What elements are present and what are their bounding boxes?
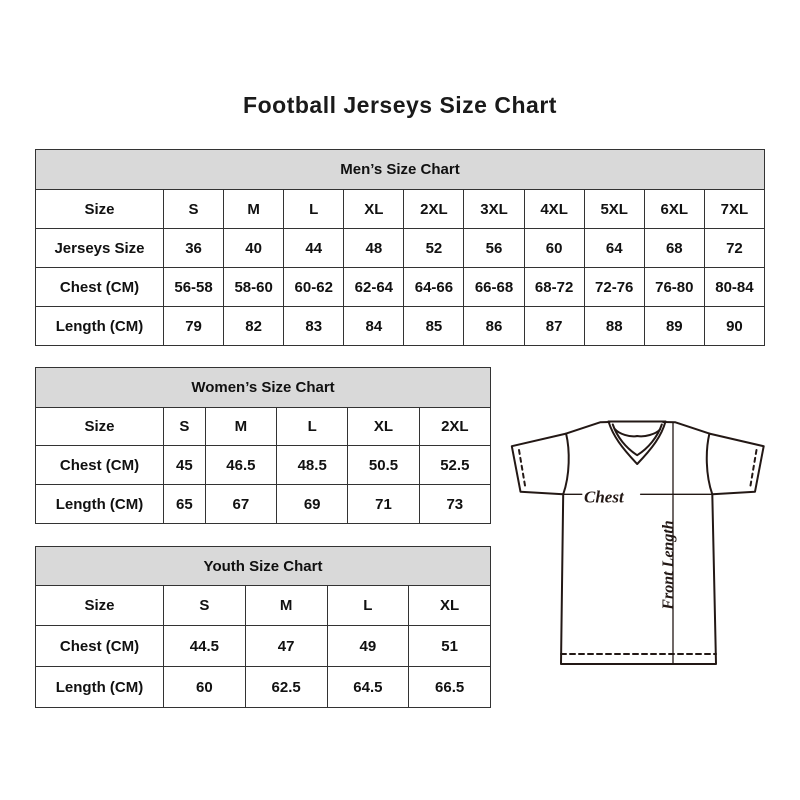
svg-text:Front Length: Front Length [660, 520, 677, 610]
svg-text:Chest: Chest [584, 488, 625, 507]
